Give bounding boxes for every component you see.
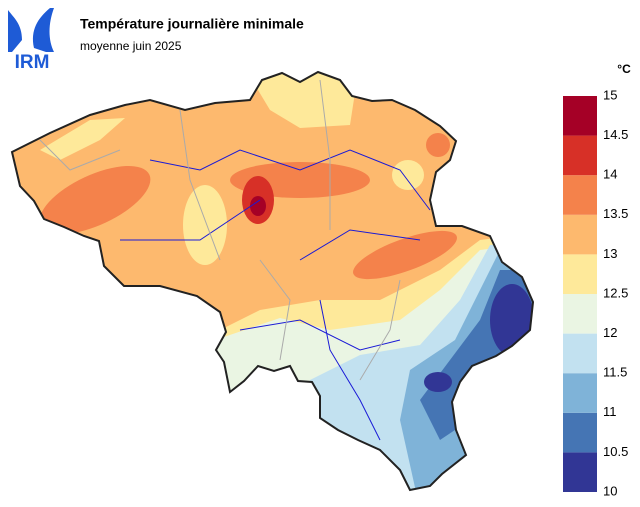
logo-shape <box>8 10 22 52</box>
colorbar-tick-label: 11.5 <box>603 365 627 380</box>
logo-shape <box>32 8 54 52</box>
legend-unit: °C <box>617 62 631 76</box>
colorbar-bin <box>563 96 597 136</box>
colorbar-bin <box>563 373 597 413</box>
temperature-zone <box>392 160 424 190</box>
temperature-zone <box>353 230 457 280</box>
colorbar-bin <box>563 452 597 492</box>
temperature-zone <box>183 185 227 265</box>
temperature-zone <box>250 196 266 216</box>
logo-text: IRM <box>15 52 50 73</box>
colorbar: 10 10.5 11 11.5 12 12.5 13 13.5 14 14.5 15 <box>563 87 628 498</box>
colorbar-bin <box>563 294 597 334</box>
colorbar-tick-label: 14.5 <box>603 127 628 142</box>
title: Température journalière minimale <box>80 16 304 32</box>
colorbar-tick-label: 11 <box>603 404 617 419</box>
colorbar-bin <box>563 333 597 374</box>
colorbar-tick-label: 13.5 <box>603 206 628 221</box>
colorbar-tick-label: 12.5 <box>603 285 628 300</box>
colorbar-bin <box>563 175 597 215</box>
colorbar-tick-label: 10.5 <box>603 444 628 459</box>
colorbar-tick-label: 10 <box>603 483 617 498</box>
colorbar-tick-label: 15 <box>603 87 617 102</box>
colorbar-bin <box>563 135 597 176</box>
temperature-zone <box>424 372 452 392</box>
river <box>120 149 431 441</box>
colorbar-bin <box>563 412 597 453</box>
temperature-zone <box>39 165 151 235</box>
province-border <box>39 79 401 381</box>
colorbar-bin <box>563 214 597 255</box>
map <box>12 72 533 490</box>
logo: IRM <box>8 8 54 73</box>
temperature-zone <box>426 133 450 157</box>
temperature-zone <box>40 118 125 160</box>
colorbar-tick-label: 13 <box>603 246 617 261</box>
subtitle: moyenne juin 2025 <box>80 39 182 53</box>
colorbar-tick-label: 14 <box>603 167 617 182</box>
colorbar-bin <box>563 254 597 294</box>
colorbar-tick-label: 12 <box>603 325 617 340</box>
